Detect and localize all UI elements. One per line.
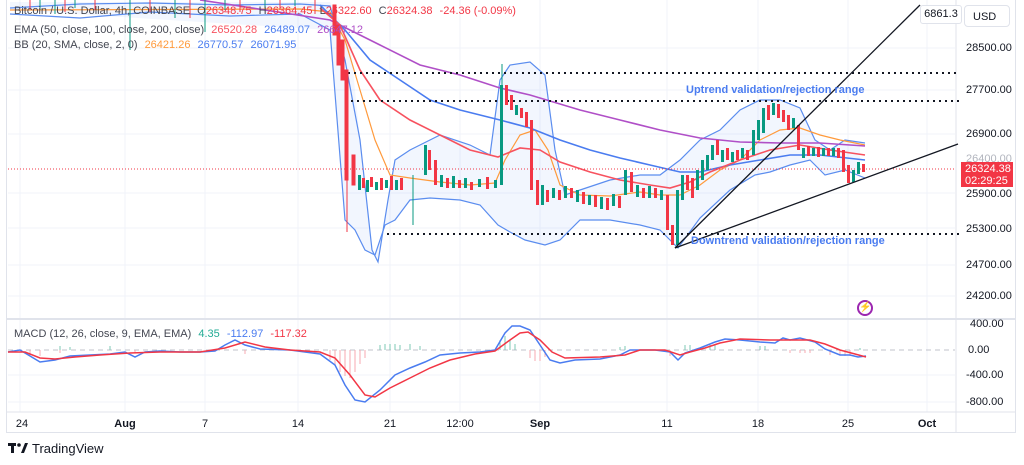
macd-axis-label: -800.00 [966, 396, 1004, 408]
bb-legend[interactable]: BB (20, SMA, close, 2, 0) 26421.26 26770… [14, 38, 300, 52]
tradingview-mark-icon [8, 443, 28, 453]
ema100-line [319, 4, 866, 173]
uptrend-trendline[interactable] [674, 4, 921, 249]
price-label: 26900.00 [966, 128, 1012, 140]
uptrend-annotation[interactable]: Uptrend validation/rejection range [686, 84, 865, 96]
bb-label: BB (20, SMA, close, 2, 0) [14, 39, 138, 51]
horizontal-levels[interactable] [342, 72, 960, 235]
candles-recent [802, 146, 865, 183]
candles-spike [500, 64, 533, 190]
open-value: 26348.75 [205, 5, 252, 17]
signal-line [8, 331, 867, 398]
time-label: Aug [114, 418, 136, 430]
symbol-legend[interactable]: Bitcoin / U.S. Dollar, 4h, COINBASE O263… [14, 5, 516, 17]
price-label: 25900.00 [966, 188, 1012, 200]
macd-signal-value: -117.32 [270, 328, 307, 340]
high-value: 26364.45 [266, 5, 313, 17]
bb-upper-value: 26770.57 [197, 39, 244, 51]
trendline-value-tag: 6861.3 [920, 5, 962, 24]
low-value: 26322.60 [325, 5, 372, 17]
bollinger-band-fill [10, 2, 860, 262]
time-label: 14 [291, 418, 305, 430]
change-value: -24.36 (-0.09%) [439, 5, 516, 17]
downtrend-annotation[interactable]: Downtrend validation/rejection range [691, 235, 885, 247]
close-value: 26324.38 [386, 5, 433, 17]
price-label: 27700.00 [966, 84, 1012, 96]
macd-hist-value: 4.35 [198, 328, 220, 340]
macd-axis-label: 400.00 [970, 318, 1004, 330]
bb-lower-line [9, 11, 866, 256]
time-label: 7 [201, 418, 209, 430]
candles-consolidation-1 [358, 145, 497, 225]
lightning-icon[interactable]: ⚡ [857, 300, 873, 316]
bb-lower-value: 26071.95 [250, 39, 297, 51]
brand-name: TradingView [32, 441, 104, 456]
ema100-value: 26489.07 [264, 24, 311, 36]
time-label: 11 [661, 418, 673, 430]
currency-button[interactable]: USD [964, 5, 1010, 27]
time-label: 21 [383, 418, 397, 430]
price-label: 24700.00 [966, 259, 1012, 271]
macd-value: -112.97 [226, 328, 264, 340]
time-label: 18 [751, 418, 765, 430]
time-label: 12:00 [446, 418, 474, 430]
macd-axis-label: 0.00 [968, 344, 990, 356]
ema200-value: 26647.12 [317, 24, 364, 36]
symbol-title: Bitcoin / U.S. Dollar, 4h, COINBASE [14, 5, 191, 17]
grid [8, 0, 955, 412]
current-price-tag: 26324.38 02:29:25 [961, 162, 1013, 187]
time-label: Sep [529, 418, 551, 430]
time-label: Oct [917, 418, 937, 430]
bar-countdown: 02:29:25 [965, 175, 1008, 187]
bb-basis-line [9, 8, 866, 197]
price-label: 25300.00 [966, 223, 1012, 235]
macd-axis-label: -400.00 [966, 369, 1004, 381]
time-label: 24 [15, 418, 29, 430]
tradingview-logo[interactable]: TradingView [8, 441, 104, 456]
current-price: 26324.38 [965, 163, 1011, 175]
ema-legend[interactable]: EMA (50, close, 100, close, 200, close) … [14, 23, 367, 37]
price-label: 28500.00 [966, 42, 1012, 54]
bb-basis-value: 26421.26 [144, 39, 191, 51]
time-label: 25 [841, 418, 855, 430]
ema50-value: 26520.28 [211, 24, 258, 36]
candles [29, 0, 865, 245]
ema200-line [199, 0, 866, 147]
price-label: 24200.00 [966, 290, 1012, 302]
macd-histogram [29, 336, 861, 378]
macd-legend[interactable]: MACD (12, 26, close, 9, EMA, EMA) 4.35 -… [14, 327, 311, 341]
ema-label: EMA (50, close, 100, close, 200, close) [14, 24, 205, 36]
candles-rally [676, 103, 800, 245]
candles-consolidation-2 [536, 170, 674, 245]
support-trendline[interactable] [674, 143, 959, 249]
chart-frame [6, 0, 1016, 433]
macd-label: MACD (12, 26, close, 9, EMA, EMA) [14, 328, 192, 340]
